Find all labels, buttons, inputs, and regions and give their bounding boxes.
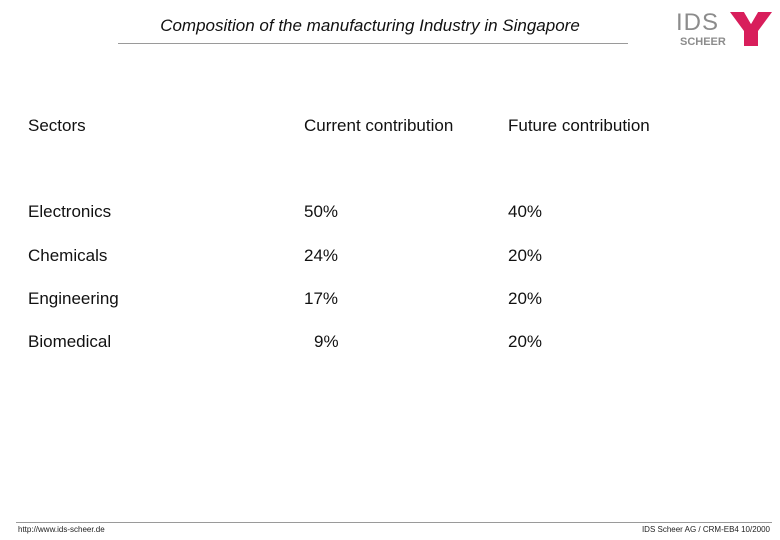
logo-ids-text: IDS [676,9,720,36]
current-value: 50% [304,202,339,221]
column-header-sectors: Sectors [28,116,86,135]
future-value: 20% [508,332,543,351]
sector-label: Engineering [28,289,119,308]
logo-scheer-text: SCHEER [680,36,726,48]
future-value: 20% [508,246,543,265]
sector-label: Biomedical [28,332,112,351]
footer-url: http://www.ids-scheer.de [18,525,105,534]
current-value: 24% [304,246,339,265]
current-value: 9% [314,332,339,351]
ids-scheer-logo: IDS SCHEER [676,10,772,50]
ids-scheer-y-mark-icon [730,12,772,46]
footer-credit: IDS Scheer AG / CRM-EB4 10/2000 [641,525,770,534]
future-value: 40% [508,202,543,221]
slide-title: Composition of the manufacturing Industr… [160,16,580,35]
sector-label: Electronics [28,202,112,221]
column-header-current: Current contribution [304,116,454,135]
sector-label: Chemicals [28,246,108,265]
footer-divider [16,522,772,523]
column-header-future: Future contribution [508,116,650,135]
future-value: 20% [508,289,543,308]
current-value: 17% [304,289,339,308]
header-divider [118,43,628,44]
